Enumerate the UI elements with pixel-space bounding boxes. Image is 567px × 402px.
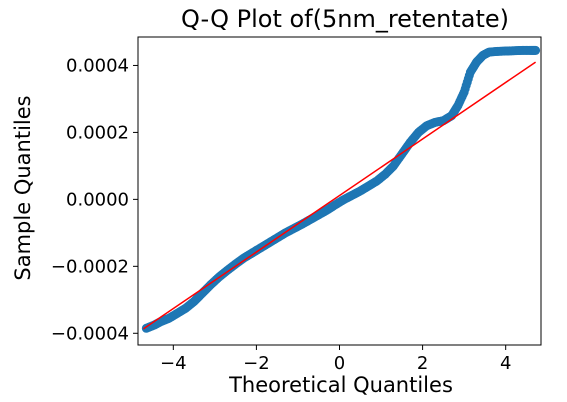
reference-line: [142, 61, 537, 330]
data-layer: [141, 45, 541, 333]
y-axis-title: Sample Quantiles: [11, 95, 35, 280]
x-tick-label: −4: [160, 353, 187, 374]
x-axis-title: Theoretical Quantiles: [228, 373, 453, 397]
chart-title: Q-Q Plot of(5nm_retentate): [181, 5, 509, 33]
x-tick-label: 4: [500, 353, 511, 374]
y-tick-label: 0.0000: [66, 189, 129, 210]
y-tick-label: 0.0004: [66, 55, 129, 76]
y-tick-label: −0.0002: [51, 256, 129, 277]
data-point: [531, 45, 541, 55]
x-tick-label: −2: [243, 353, 270, 374]
y-tick-label: 0.0002: [66, 122, 129, 143]
x-tick-label: 2: [417, 353, 428, 374]
x-tick-label: 0: [334, 353, 345, 374]
plot-area: [141, 45, 541, 333]
axes: −4 −2 0 2 4 −0.0004 −0.0002 0.0000 0.0002 0.0004: [51, 36, 542, 374]
y-tick-label: −0.0004: [51, 323, 129, 344]
